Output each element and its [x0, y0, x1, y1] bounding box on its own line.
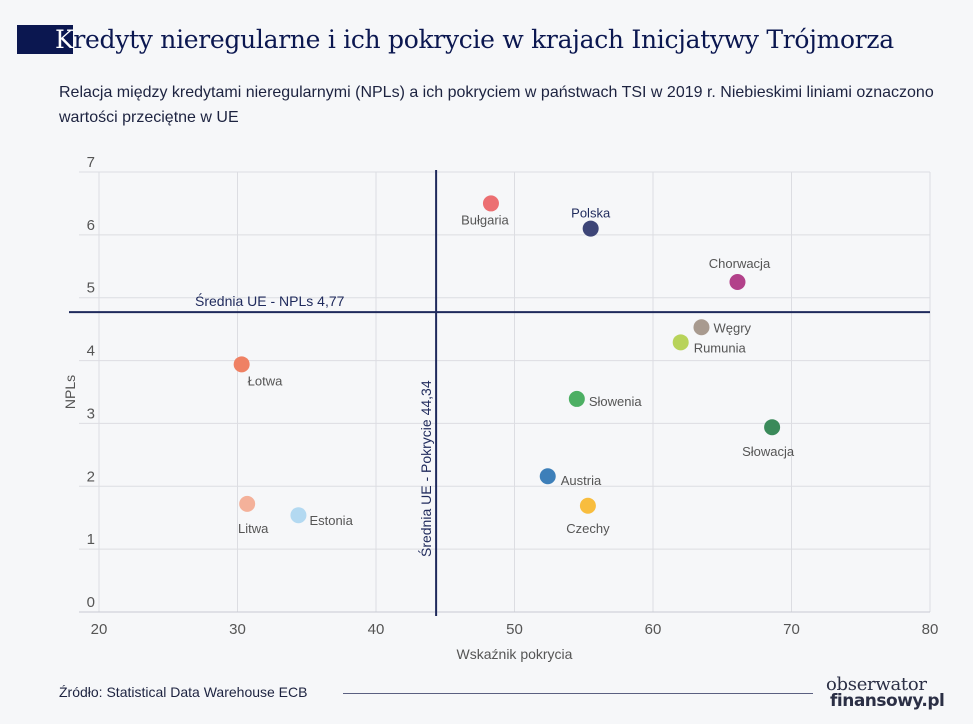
data-point	[672, 334, 689, 351]
data-point-label: Rumunia	[694, 340, 747, 355]
data-point-label: Słowenia	[589, 394, 643, 409]
data-point	[582, 220, 599, 237]
data-point-label: Estonia	[309, 513, 353, 528]
data-point-label: Austria	[561, 473, 602, 488]
y-tick-label: 3	[87, 405, 95, 422]
x-tick-label: 40	[368, 621, 385, 638]
data-point	[239, 495, 256, 512]
x-tick-label: 70	[783, 621, 800, 638]
data-point	[539, 468, 556, 485]
y-tick-label: 6	[87, 217, 95, 234]
y-tick-label: 1	[87, 531, 95, 548]
x-tick-label: 60	[645, 621, 662, 638]
data-point-label: Łotwa	[248, 373, 283, 388]
source-divider	[343, 693, 813, 694]
data-point-label: Słowacja	[742, 444, 795, 459]
data-point-label: Chorwacja	[709, 256, 771, 271]
brand-logo: obserwator finansowy.pl	[826, 674, 945, 711]
data-point	[764, 419, 781, 436]
y-tick-label: 5	[87, 280, 95, 297]
data-point	[579, 497, 596, 514]
title-accent-block	[17, 25, 61, 54]
logo-line2: finansowy.pl	[830, 691, 945, 711]
data-point	[482, 195, 499, 212]
eu-average-npl-label: Średnia UE - NPLs 4,77	[195, 292, 345, 309]
data-point-label: Litwa	[238, 521, 269, 536]
source-text: Źródło: Statistical Data Warehouse ECB	[59, 684, 308, 700]
x-tick-label: 20	[91, 621, 108, 638]
data-point-label: Polska	[571, 206, 611, 221]
x-axis-label: Wskaźnik pokrycia	[457, 646, 573, 662]
y-tick-label: 2	[87, 468, 95, 485]
title-first-letter: K	[55, 25, 74, 54]
chart-title: Kredyty nieregularne i ich pokrycie w kr…	[17, 25, 900, 54]
data-point	[233, 356, 250, 373]
x-tick-label: 80	[922, 621, 939, 638]
data-point	[568, 390, 585, 407]
x-tick-label: 30	[229, 621, 246, 638]
eu-average-coverage-label: Średnia UE - Pokrycie 44,34	[417, 380, 434, 557]
data-point	[729, 274, 746, 290]
chart-subtitle: Relacja między kredytami nieregularnymi …	[59, 84, 934, 126]
y-axis-label: NPLs	[62, 375, 78, 409]
y-tick-label: 7	[87, 154, 95, 171]
data-point	[693, 319, 710, 336]
x-tick-label: 50	[506, 621, 523, 638]
data-point	[290, 507, 307, 524]
logo-line1: obserwator	[826, 674, 927, 695]
y-tick-label: 0	[87, 594, 95, 611]
data-point-label: Węgry	[713, 320, 751, 335]
y-tick-label: 4	[87, 343, 95, 360]
title-text: redyty nieregularne i ich pokrycie w kra…	[73, 25, 894, 54]
data-point-label: Czechy	[566, 521, 610, 536]
data-point-label: Bułgaria	[461, 212, 509, 227]
